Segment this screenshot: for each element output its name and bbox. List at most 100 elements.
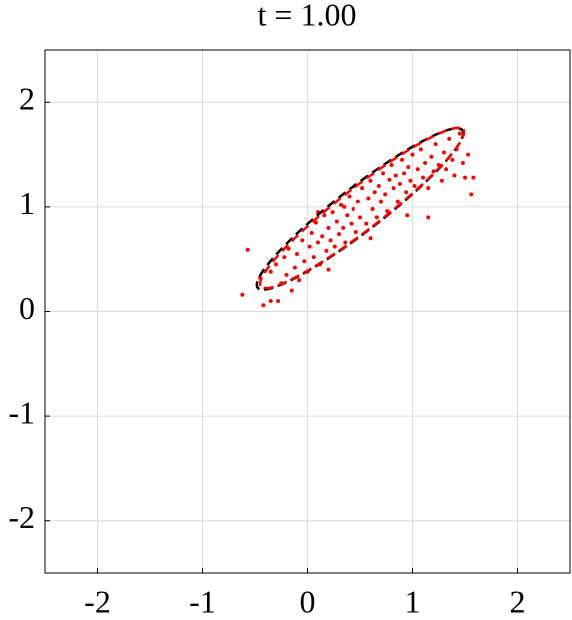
point <box>463 175 467 180</box>
point <box>450 157 455 162</box>
point <box>385 209 390 214</box>
point <box>245 247 250 252</box>
point <box>433 142 438 147</box>
point <box>389 163 394 168</box>
point <box>276 299 281 304</box>
point <box>268 269 273 274</box>
point <box>282 255 287 260</box>
point <box>460 160 465 165</box>
x-tick-label: 0 <box>300 583 316 619</box>
point <box>405 213 410 218</box>
point <box>442 150 446 155</box>
point <box>447 136 452 141</box>
point <box>353 230 358 235</box>
point <box>374 215 379 220</box>
point <box>326 225 331 230</box>
point <box>339 202 344 207</box>
mean-marker <box>354 202 368 216</box>
point <box>297 278 302 283</box>
point <box>393 173 398 178</box>
point <box>366 196 371 201</box>
point <box>341 225 346 230</box>
point <box>368 178 373 183</box>
point <box>395 199 400 204</box>
point <box>330 210 335 215</box>
point <box>452 173 457 178</box>
point <box>415 167 420 172</box>
point <box>406 165 411 170</box>
point <box>342 204 347 209</box>
point <box>307 244 312 249</box>
point <box>372 190 377 195</box>
point <box>300 238 305 243</box>
point <box>360 186 365 191</box>
point <box>268 299 273 304</box>
point <box>429 154 434 159</box>
point <box>309 231 314 236</box>
point <box>292 265 297 270</box>
point <box>313 220 318 225</box>
y-tick-label: 2 <box>19 81 35 117</box>
point <box>402 171 407 176</box>
point <box>355 199 360 204</box>
plot-frame <box>44 49 571 574</box>
point <box>431 169 436 174</box>
point <box>471 175 476 180</box>
point <box>426 215 431 220</box>
y-tick-label: 1 <box>19 185 35 221</box>
point <box>426 186 431 191</box>
point <box>466 152 471 157</box>
point <box>376 183 381 188</box>
point <box>332 244 337 249</box>
ellipse <box>255 127 465 291</box>
point <box>391 186 396 191</box>
y-tick-label: -1 <box>8 394 35 430</box>
point <box>302 259 307 264</box>
x-tick-label: 1 <box>405 583 421 619</box>
y-tick-label: -2 <box>8 499 35 535</box>
point <box>343 240 348 245</box>
point <box>404 190 409 195</box>
point <box>368 236 373 241</box>
y-tick-label: 0 <box>19 290 35 326</box>
point <box>347 194 352 199</box>
point <box>274 262 278 267</box>
point <box>322 213 327 218</box>
chart-title: t = 1.00 <box>258 0 357 32</box>
point <box>439 178 444 183</box>
point <box>240 292 245 297</box>
point <box>444 167 449 172</box>
point <box>418 147 423 152</box>
point <box>387 177 392 182</box>
point <box>311 255 316 260</box>
point <box>412 183 417 188</box>
point <box>421 175 425 180</box>
point <box>295 251 299 256</box>
point <box>345 213 350 218</box>
ellipse <box>258 126 466 290</box>
point <box>379 199 383 204</box>
point <box>349 221 354 226</box>
point <box>286 246 291 251</box>
point <box>320 234 325 239</box>
point <box>324 248 329 253</box>
point <box>326 267 331 272</box>
point <box>358 215 362 220</box>
point <box>261 303 266 308</box>
point <box>370 206 375 211</box>
point <box>469 192 474 197</box>
point <box>328 238 333 243</box>
point <box>400 157 404 162</box>
point <box>334 219 339 224</box>
point <box>410 152 415 157</box>
point <box>337 232 341 237</box>
point <box>383 192 388 197</box>
x-tick-label: -2 <box>84 583 111 619</box>
point <box>364 221 369 226</box>
point <box>423 160 428 165</box>
point <box>397 181 402 186</box>
x-tick-label: 2 <box>510 583 526 619</box>
point <box>381 171 386 176</box>
point <box>457 131 462 136</box>
